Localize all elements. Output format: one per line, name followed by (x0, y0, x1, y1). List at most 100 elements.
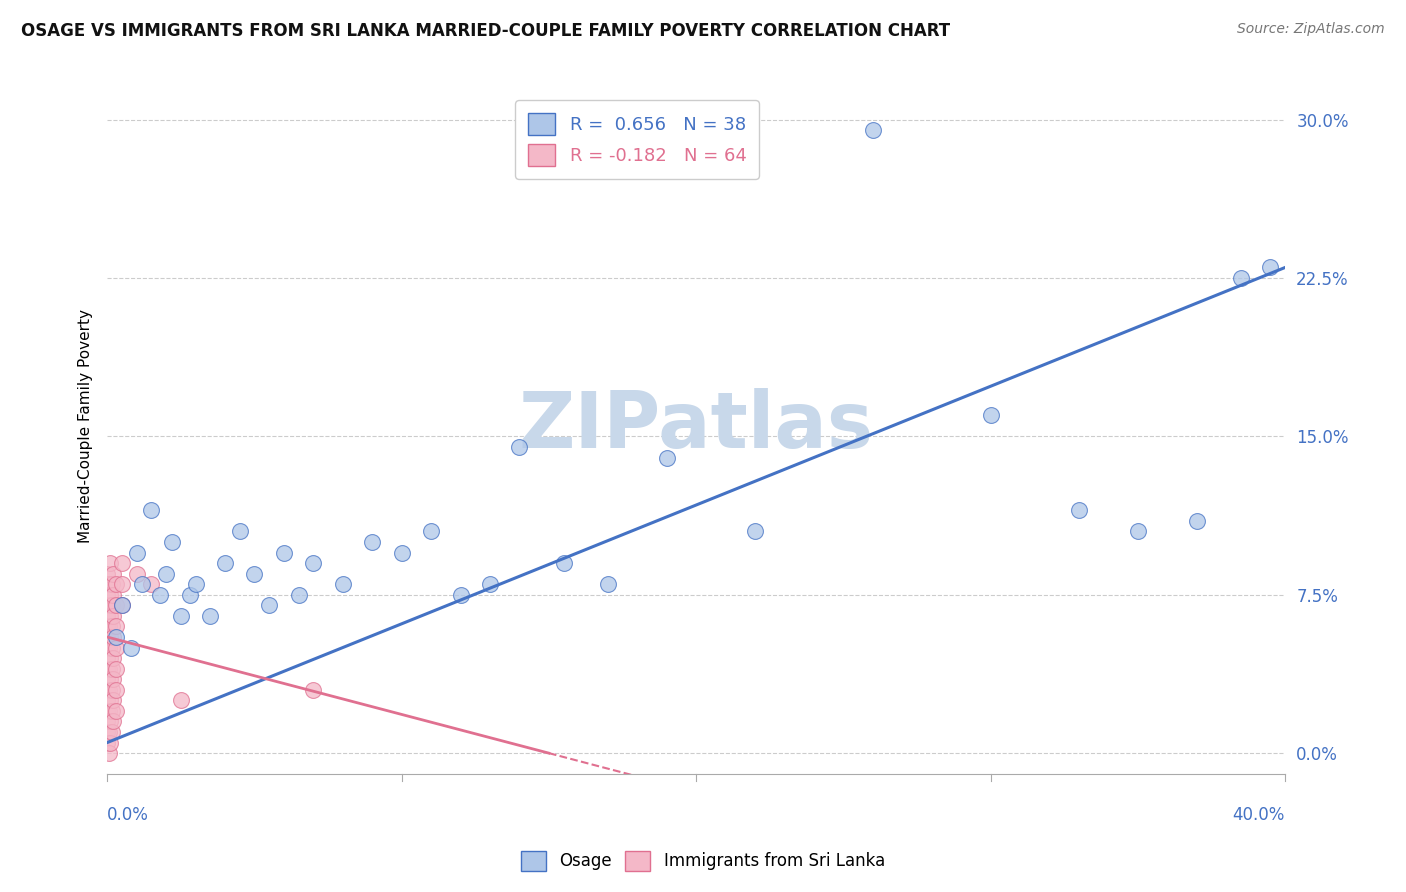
Point (1260, 260, 1282, 275)
Point (96, 693, 118, 707)
Point (100, 682, 122, 697)
Point (96, 714, 118, 729)
Point (302, 682, 325, 697)
Point (862, 123, 884, 137)
Point (97, 682, 120, 697)
Point (149, 588, 172, 602)
Point (96, 640, 118, 655)
Point (1126, 524, 1149, 539)
Point (1185, 514, 1208, 528)
Point (96, 672, 118, 686)
Point (141, 503, 163, 517)
Text: 0.0%: 0.0% (107, 806, 149, 824)
Point (104, 599, 127, 613)
Point (97, 619, 120, 633)
Point (257, 599, 280, 613)
Point (100, 577, 122, 591)
Point (131, 577, 153, 591)
Text: OSAGE VS IMMIGRANTS FROM SRI LANKA MARRIED-COUPLE FAMILY POVERTY CORRELATION CHA: OSAGE VS IMMIGRANTS FROM SRI LANKA MARRI… (21, 22, 950, 40)
Point (100, 619, 122, 633)
Point (332, 577, 354, 591)
Point (101, 608, 124, 623)
Point (98, 651, 121, 665)
Point (111, 599, 134, 613)
Point (302, 556, 325, 570)
Point (184, 577, 207, 591)
Point (101, 714, 124, 729)
Point (1067, 503, 1090, 517)
Point (97, 725, 120, 739)
Text: Source: ZipAtlas.com: Source: ZipAtlas.com (1237, 22, 1385, 37)
Point (450, 588, 472, 602)
Point (155, 566, 177, 581)
Point (243, 566, 266, 581)
Point (97, 662, 120, 676)
Point (100, 725, 122, 739)
Y-axis label: Married-Couple Family Poverty: Married-Couple Family Poverty (79, 309, 93, 543)
Point (98, 556, 121, 570)
Point (101, 566, 124, 581)
Point (98, 630, 121, 644)
Point (96, 599, 118, 613)
Point (97, 746, 120, 760)
Point (170, 608, 193, 623)
Point (980, 409, 1002, 423)
Point (96, 619, 118, 633)
Point (111, 556, 134, 570)
Point (104, 682, 127, 697)
Point (98, 588, 121, 602)
Text: 40.0%: 40.0% (1233, 806, 1285, 824)
Point (744, 524, 766, 539)
Point (98, 672, 121, 686)
Legend: R =  0.656   N = 38, R = -0.182   N = 64: R = 0.656 N = 38, R = -0.182 N = 64 (516, 101, 759, 178)
Point (97, 704, 120, 718)
Point (100, 704, 122, 718)
Point (141, 577, 163, 591)
Point (655, 450, 678, 465)
Point (96, 630, 118, 644)
Point (287, 588, 309, 602)
Point (101, 630, 124, 644)
Point (96, 725, 118, 739)
Point (478, 577, 501, 591)
Point (100, 599, 122, 613)
Point (96, 704, 118, 718)
Point (125, 545, 148, 559)
Point (596, 577, 619, 591)
Point (98, 693, 121, 707)
Point (101, 693, 124, 707)
Point (97, 599, 120, 613)
Point (97, 577, 120, 591)
Point (96, 662, 118, 676)
Point (1230, 271, 1253, 285)
Point (100, 640, 122, 655)
Point (98, 714, 121, 729)
Point (104, 662, 127, 676)
Point (120, 640, 142, 655)
Point (111, 577, 134, 591)
Legend: Osage, Immigrants from Sri Lanka: Osage, Immigrants from Sri Lanka (513, 842, 893, 880)
Point (214, 556, 236, 570)
Point (96, 608, 118, 623)
Point (420, 524, 443, 539)
Point (96, 651, 118, 665)
Point (96, 735, 118, 749)
Point (101, 672, 124, 686)
Point (273, 545, 295, 559)
Point (553, 556, 575, 570)
Point (101, 651, 124, 665)
Point (125, 566, 148, 581)
Point (98, 608, 121, 623)
Point (111, 599, 134, 613)
Point (98, 735, 121, 749)
Text: ZIPatlas: ZIPatlas (519, 388, 873, 464)
Point (228, 524, 250, 539)
Point (361, 535, 384, 549)
Point (200, 608, 222, 623)
Point (391, 545, 413, 559)
Point (100, 662, 122, 676)
Point (96, 566, 118, 581)
Point (179, 588, 201, 602)
Point (101, 588, 124, 602)
Point (97, 640, 120, 655)
